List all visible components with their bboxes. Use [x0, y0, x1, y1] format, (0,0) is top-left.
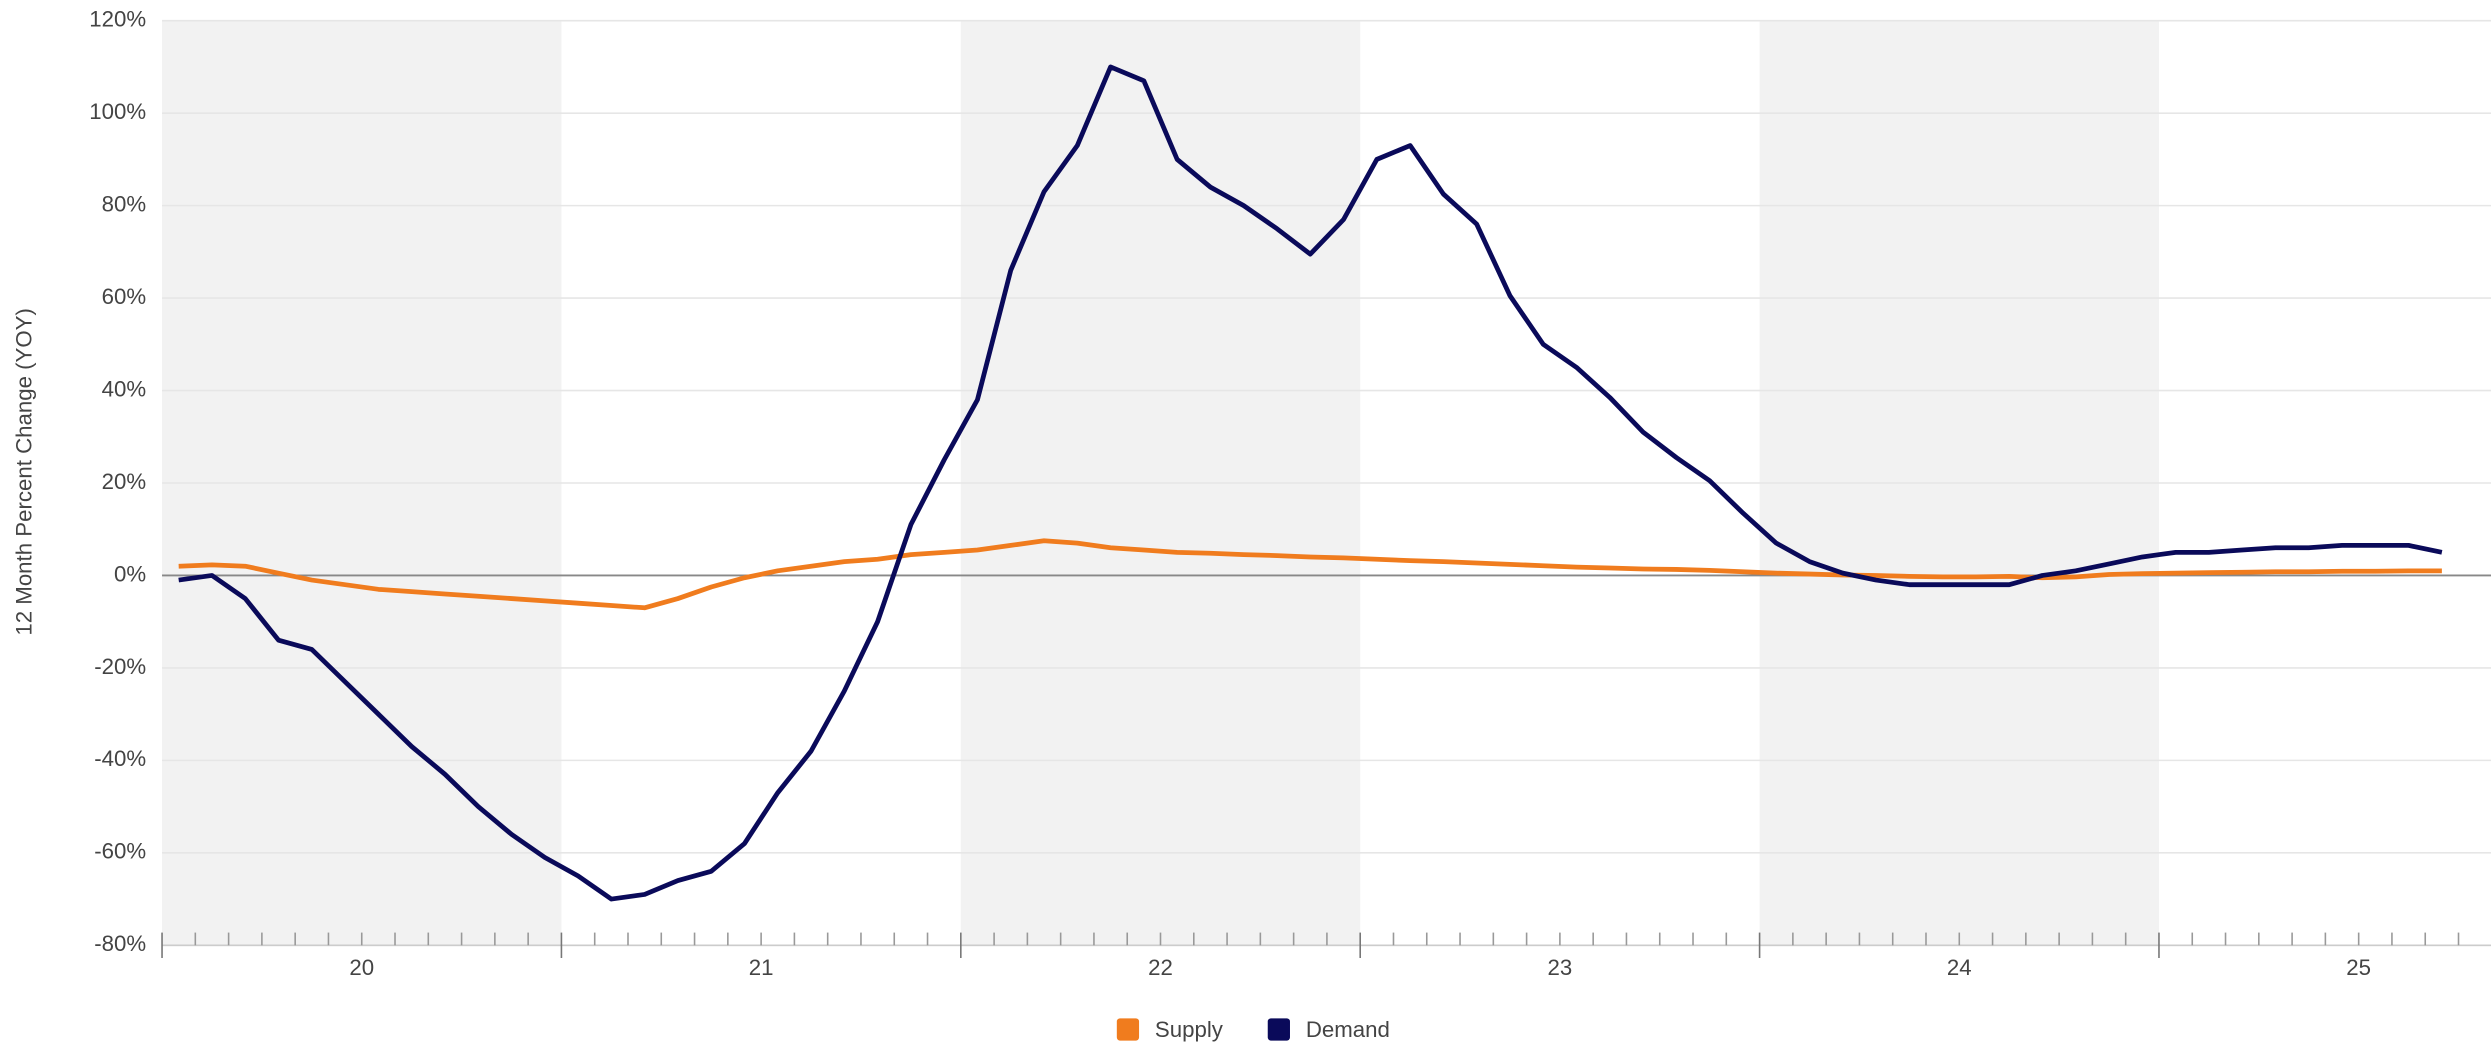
x-tick-label: 22	[1148, 955, 1173, 980]
y-tick-label: 80%	[102, 191, 147, 216]
legend-label: Supply	[1155, 1017, 1224, 1042]
y-tick-label: 60%	[102, 284, 147, 309]
legend-label: Demand	[1306, 1017, 1390, 1042]
y-tick-label: -20%	[94, 654, 146, 679]
y-tick-label: -80%	[94, 931, 146, 956]
x-tick-label: 20	[349, 955, 374, 980]
x-tick-label: 24	[1947, 955, 1972, 980]
legend-swatch	[1267, 1018, 1290, 1041]
series-line	[178, 538, 2442, 611]
x-tick-label: 25	[2346, 955, 2371, 980]
y-tick-label: 40%	[102, 376, 147, 401]
x-tick-label: 21	[749, 955, 774, 980]
x-tick-label: 23	[1548, 955, 1573, 980]
y-tick-label: 120%	[89, 7, 146, 32]
y-tick-label: 20%	[102, 469, 147, 494]
y-tick-label: 0%	[114, 561, 146, 586]
y-tick-label: 100%	[89, 99, 146, 124]
y-axis-label: 12 Month Percent Change (YOY)	[11, 308, 36, 636]
legend-swatch	[1116, 1018, 1140, 1041]
y-tick-label: -40%	[94, 746, 146, 771]
y-tick-label: -60%	[94, 839, 146, 864]
series-line	[178, 64, 2443, 902]
